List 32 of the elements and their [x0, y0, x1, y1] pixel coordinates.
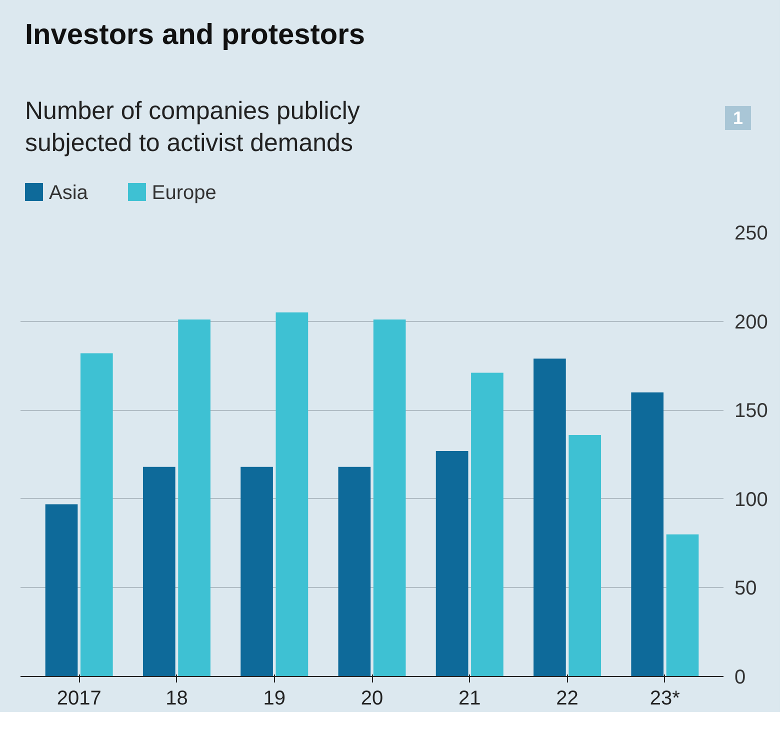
y-tick-label: 0: [734, 666, 746, 689]
bar: [80, 354, 113, 677]
chart-title: Investors and protestors: [25, 18, 366, 53]
x-tick-label: 21: [458, 688, 481, 710]
x-tick-label: 23*: [650, 688, 680, 710]
bar: [178, 320, 210, 677]
bar: [436, 451, 468, 677]
bar: [568, 435, 602, 677]
x-tick-label: 18: [166, 688, 188, 710]
x-tick-label: 2017: [56, 688, 102, 710]
bar: [471, 373, 504, 677]
y-tick-label: 50: [734, 578, 757, 600]
bar: [666, 534, 699, 677]
bar: [240, 467, 273, 677]
x-tick-label: 20: [360, 688, 384, 710]
y-tick-label: 200: [734, 312, 768, 334]
x-tick-label: 19: [263, 688, 286, 710]
bar: [373, 320, 406, 677]
y-tick-label: 100: [734, 489, 768, 512]
bar: [534, 359, 566, 677]
bar: [338, 467, 371, 677]
x-tick-label: 22: [556, 688, 578, 710]
legend-label: Europe: [152, 182, 216, 204]
bar: [276, 312, 308, 677]
bar: [45, 504, 78, 677]
y-tick-label: 150: [734, 400, 768, 423]
bar: [631, 392, 664, 677]
chart-subtitle: Number of companies publicly subjected to activist demands: [25, 96, 361, 159]
y-tick-label: 250: [734, 222, 768, 245]
bar: [142, 467, 176, 677]
text: 1: [725, 106, 752, 130]
legend-label: Asia: [49, 182, 88, 204]
